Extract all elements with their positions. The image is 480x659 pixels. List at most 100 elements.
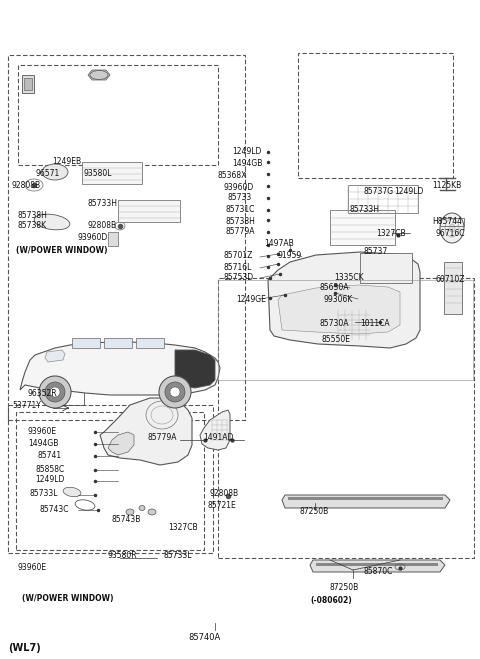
Circle shape (39, 376, 71, 408)
Text: 85738K: 85738K (18, 221, 47, 231)
Bar (8, 405, 213, 553)
Text: 93960E: 93960E (28, 426, 57, 436)
Text: 85733H: 85733H (349, 206, 379, 214)
Ellipse shape (440, 213, 464, 243)
Polygon shape (20, 342, 220, 395)
Text: 1125KB: 1125KB (432, 181, 461, 190)
Bar (22, 75, 34, 93)
Polygon shape (200, 410, 230, 450)
Bar (72, 338, 100, 348)
Text: 93960E: 93960E (18, 563, 47, 571)
Polygon shape (310, 560, 445, 572)
Text: 85779A: 85779A (226, 227, 255, 237)
Text: 87250B: 87250B (330, 583, 359, 592)
Bar (24, 78, 32, 90)
Text: 85858C: 85858C (35, 465, 64, 474)
Text: 85733L: 85733L (30, 490, 59, 498)
Text: 85733H: 85733H (88, 200, 118, 208)
Text: 85550E: 85550E (322, 335, 351, 345)
Text: 96571: 96571 (36, 169, 60, 177)
Text: 85738H: 85738H (226, 217, 256, 225)
Text: 85731C: 85731C (226, 206, 255, 214)
Text: 1249LD: 1249LD (232, 148, 262, 156)
Polygon shape (175, 350, 215, 388)
Text: 1249LD: 1249LD (35, 476, 64, 484)
Text: 1327CB: 1327CB (376, 229, 406, 237)
Text: 1249EB: 1249EB (52, 158, 81, 167)
Text: 1494GB: 1494GB (232, 159, 263, 167)
Text: 85737G: 85737G (364, 188, 394, 196)
Text: 85721E: 85721E (208, 501, 237, 511)
Text: 92808B: 92808B (210, 488, 239, 498)
Ellipse shape (148, 509, 156, 515)
Bar (338, 310, 370, 340)
Text: (W/POWER WINDOW): (W/POWER WINDOW) (16, 246, 108, 254)
Bar (18, 65, 218, 165)
Text: 1491AD: 1491AD (203, 432, 233, 442)
Text: 93960D: 93960D (224, 183, 254, 192)
Text: 93580L: 93580L (84, 169, 112, 177)
Text: 1011CA: 1011CA (360, 318, 390, 328)
Text: 96716C: 96716C (435, 229, 465, 237)
Circle shape (165, 382, 185, 402)
Text: 1494GB: 1494GB (28, 438, 59, 447)
Ellipse shape (126, 509, 134, 515)
Bar (136, 338, 164, 348)
Circle shape (170, 387, 180, 397)
Text: 85733L: 85733L (163, 552, 192, 561)
Bar (8, 55, 245, 420)
Text: 85737: 85737 (364, 248, 388, 256)
Text: 53771Y: 53771Y (12, 401, 41, 409)
Text: 96352R: 96352R (28, 389, 58, 397)
Text: 85870C: 85870C (363, 567, 392, 577)
Text: 85741: 85741 (37, 451, 61, 459)
Text: (W/POWER WINDOW): (W/POWER WINDOW) (22, 594, 113, 602)
Bar (118, 200, 180, 222)
Polygon shape (278, 285, 400, 334)
Circle shape (50, 387, 60, 397)
Polygon shape (316, 563, 438, 566)
Text: 85743B: 85743B (112, 515, 142, 523)
Text: 85368X: 85368X (218, 171, 247, 179)
Text: 92808B: 92808B (88, 221, 117, 231)
Text: 1249GE: 1249GE (236, 295, 266, 304)
Text: 85753D: 85753D (224, 273, 254, 283)
Bar (104, 338, 132, 348)
Ellipse shape (63, 487, 81, 497)
Text: 1335CK: 1335CK (334, 273, 364, 283)
Text: 85630A: 85630A (320, 283, 349, 293)
Text: 85730A: 85730A (320, 318, 349, 328)
Polygon shape (268, 252, 420, 348)
Polygon shape (45, 350, 65, 362)
Bar (108, 232, 118, 246)
Text: 85716L: 85716L (224, 262, 252, 272)
Bar (16, 412, 204, 550)
Bar (444, 262, 462, 314)
Text: 87250B: 87250B (300, 507, 329, 517)
Text: 1497AB: 1497AB (264, 239, 294, 248)
Text: 93960D: 93960D (78, 233, 108, 243)
Text: 93580R: 93580R (108, 552, 138, 561)
Text: (WL7): (WL7) (8, 643, 41, 653)
Text: 91959: 91959 (278, 252, 302, 260)
Text: 85740A: 85740A (188, 633, 220, 643)
Ellipse shape (139, 505, 145, 511)
Bar (348, 185, 418, 213)
Bar (62, 388, 84, 405)
Text: H85744: H85744 (432, 217, 462, 225)
Text: 1327CB: 1327CB (168, 523, 198, 532)
Ellipse shape (42, 164, 68, 180)
Bar (82, 162, 142, 184)
Circle shape (45, 382, 65, 402)
Text: 85779A: 85779A (148, 432, 178, 442)
Polygon shape (288, 497, 443, 500)
Text: 85733: 85733 (228, 194, 252, 202)
Text: 85743C: 85743C (40, 505, 70, 513)
Text: 99306K: 99306K (324, 295, 353, 304)
Bar (440, 218, 464, 226)
Bar (218, 278, 474, 558)
Text: 85701Z: 85701Z (224, 252, 253, 260)
Text: 85738H: 85738H (18, 210, 48, 219)
Text: 92808B: 92808B (12, 181, 41, 190)
Bar (298, 53, 453, 178)
